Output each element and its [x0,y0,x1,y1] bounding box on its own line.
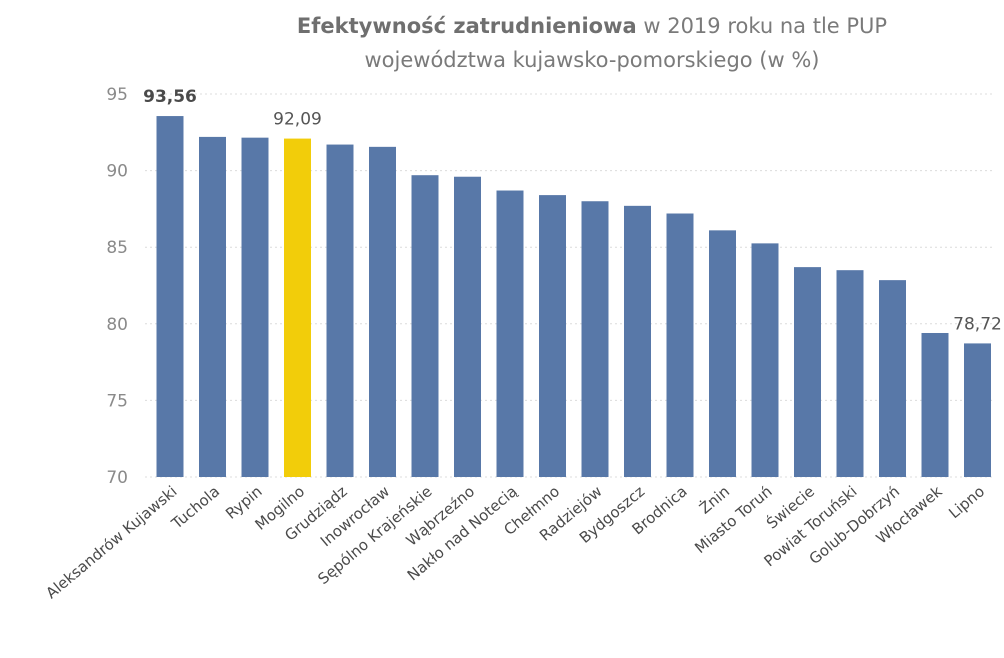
y-tick-label-75: 75 [106,391,128,411]
bar-20 [964,343,991,477]
bar-13 [666,213,694,477]
chart-title-rest: w 2019 roku na tle PUP [637,14,887,38]
chart-title-line2: województwa kujawsko-pomorskiego (w %) [365,48,820,72]
bar-15 [751,243,779,477]
bars [156,116,991,478]
bar-7 [411,175,439,477]
y-tick-label-95: 95 [106,85,128,105]
y-tick-label-70: 70 [106,468,128,488]
bar-12 [624,205,651,477]
x-tick-label-1: Aleksandrów Kujawski [42,482,180,602]
bar-3 [241,137,269,477]
data-label-1: 93,56 [143,87,197,107]
bar-18 [879,280,906,477]
bar-4 [284,138,311,477]
y-tick-label-80: 80 [106,315,128,335]
bar-6 [369,146,396,477]
gridlines [145,93,995,478]
x-axis-labels: Aleksandrów KujawskiTucholaRypinMogilnoG… [42,482,988,603]
y-axis-ticks: 70 75 80 85 90 95 [106,85,128,488]
bar-5 [326,144,354,477]
data-labels: 93,56 92,09 78,72 [143,87,1002,334]
bar-17 [836,270,864,477]
bar-11 [581,201,609,478]
bar-2 [199,136,226,477]
bar-10 [539,195,566,478]
bar-9 [496,190,524,477]
y-tick-label-90: 90 [106,162,128,182]
y-tick-label-85: 85 [106,238,128,258]
chart-title-bold: Efektywność zatrudnieniowa [297,14,637,38]
data-label-4: 92,09 [273,110,322,130]
bar-16 [794,267,821,477]
x-tick-label-20: Lipno [945,482,988,522]
bar-14 [709,230,736,477]
bar-19 [921,332,949,477]
data-label-20: 78,72 [953,314,1002,334]
chart-title-line1: Efektywność zatrudnieniowa w 2019 roku n… [297,14,887,38]
bar-1 [156,116,184,477]
bar-8 [454,176,481,478]
chart-title: Efektywność zatrudnieniowa w 2019 roku n… [297,14,887,72]
x-tick-label-2: Tuchola [167,482,223,533]
